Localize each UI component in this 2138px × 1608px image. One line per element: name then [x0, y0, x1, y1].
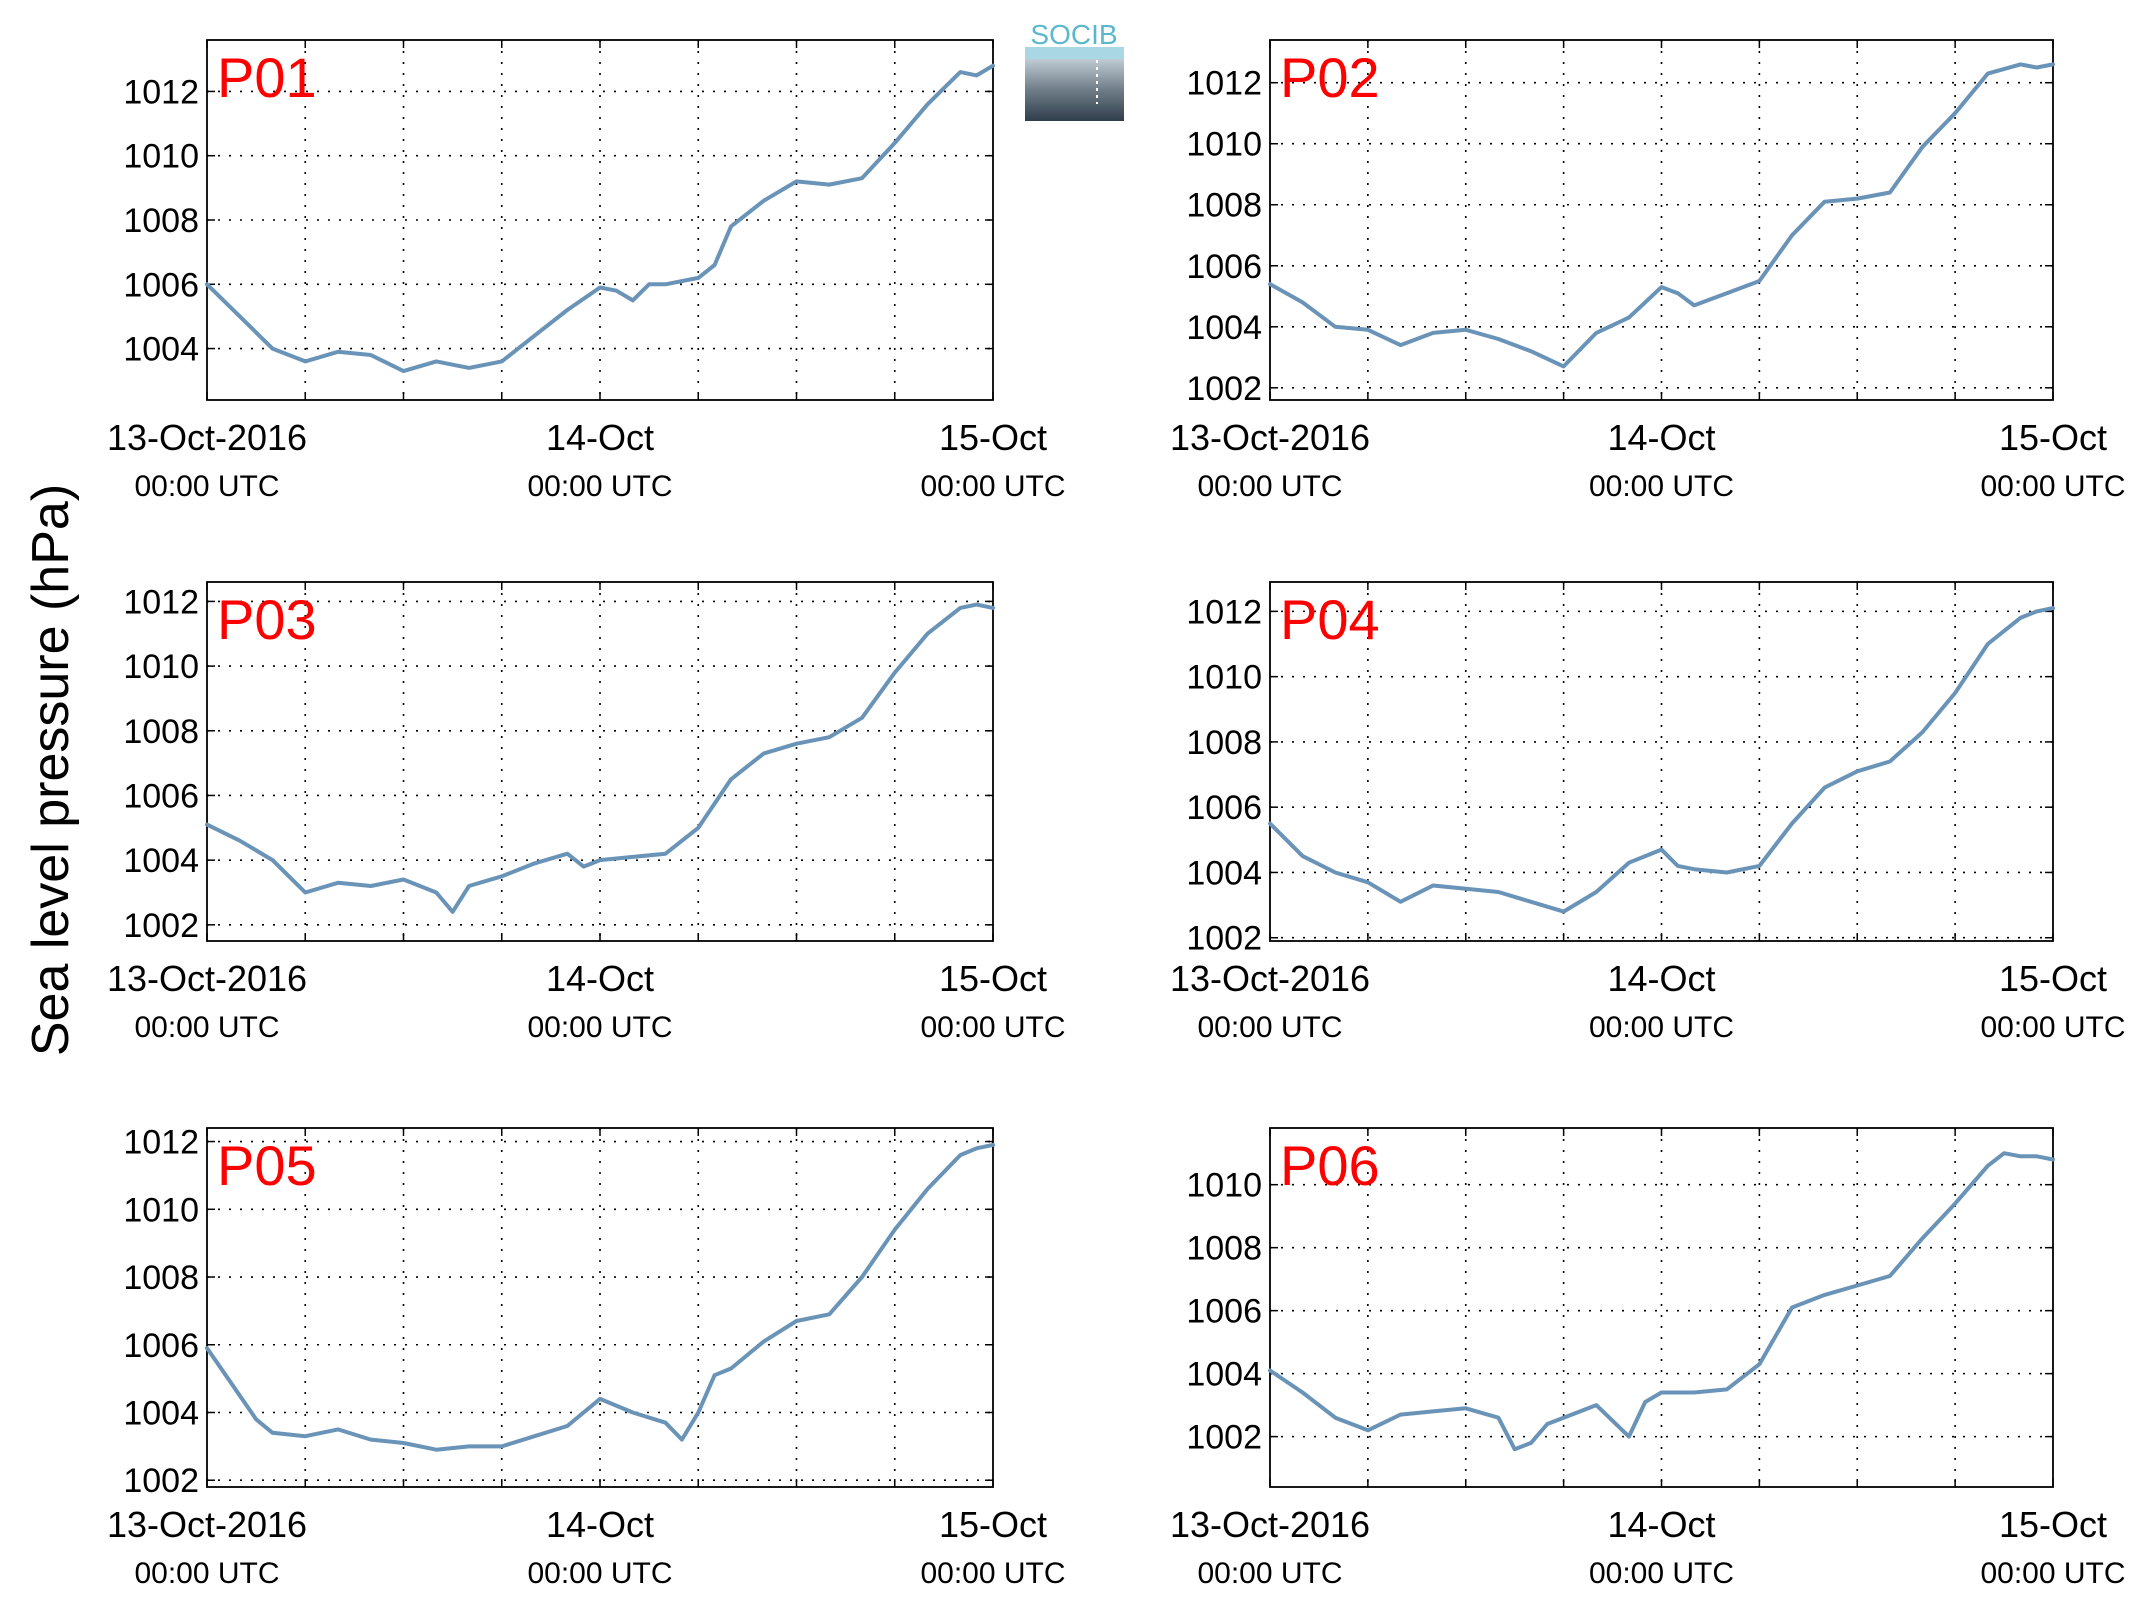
y-tick-label: 1010 [123, 648, 199, 686]
y-tick-label: 1004 [1186, 854, 1262, 892]
plot-frame [1269, 39, 2054, 401]
y-tick-label: 1008 [1186, 1230, 1262, 1268]
series-line [1268, 606, 2055, 914]
y-tick-label: 1006 [1186, 1293, 1262, 1331]
y-tick-label: 1006 [1186, 248, 1262, 286]
x-tick-sublabel: 00:00 UTC [920, 470, 1065, 503]
y-tick-label: 1002 [1186, 920, 1262, 958]
y-tick-label: 1002 [1186, 370, 1262, 408]
panel-label: P04 [1280, 588, 1380, 651]
y-tick-label: 1006 [123, 266, 199, 304]
panel-label: P01 [217, 46, 317, 109]
y-tick-label: 1004 [123, 842, 199, 880]
x-tick-label: 15-Oct [939, 958, 1047, 999]
x-tick-sublabel: 00:00 UTC [134, 1011, 279, 1044]
y-tick-label: 1012 [123, 73, 199, 111]
x-tick-sublabel: 00:00 UTC [1980, 1557, 2125, 1590]
y-tick-label: 1008 [123, 202, 199, 240]
y-tick-label: 1008 [1186, 187, 1262, 225]
y-tick-label: 1002 [123, 1462, 199, 1500]
plot-frame [206, 1127, 994, 1488]
y-tick-label: 1002 [123, 907, 199, 945]
y-tick-label: 1010 [123, 138, 199, 176]
x-tick-label: 15-Oct [939, 1504, 1047, 1545]
x-tick-sublabel: 00:00 UTC [134, 470, 279, 503]
y-tick-label: 1012 [1186, 593, 1262, 631]
x-tick-label: 14-Oct [546, 1504, 654, 1545]
x-tick-label: 13-Oct-2016 [1170, 417, 1370, 458]
chart-panel-6: 1002 1004 1006 1008 1010 13-Oct-2016 00:00 UTC… [1170, 1127, 2126, 1590]
x-tick-label: 15-Oct [1999, 1504, 2107, 1545]
x-tick-label: 14-Oct [546, 958, 654, 999]
y-tick-label: 1010 [1186, 1167, 1262, 1205]
x-tick-label: 13-Oct-2016 [107, 958, 307, 999]
x-tick-label: 13-Oct-2016 [1170, 958, 1370, 999]
y-tick-label: 1010 [1186, 126, 1262, 164]
x-tick-sublabel: 00:00 UTC [527, 1011, 672, 1044]
y-tick-label: 1006 [1186, 789, 1262, 827]
x-tick-label: 14-Oct [1607, 417, 1715, 458]
panel-label: P06 [1280, 1134, 1380, 1197]
y-tick-label: 1012 [123, 1124, 199, 1162]
y-tick-label: 1010 [123, 1191, 199, 1229]
x-tick-sublabel: 00:00 UTC [1980, 1011, 2125, 1044]
y-tick-label: 1008 [123, 713, 199, 751]
y-tick-label: 1002 [1186, 1419, 1262, 1457]
plot-frame [206, 39, 994, 401]
x-tick-label: 15-Oct [939, 417, 1047, 458]
x-tick-sublabel: 00:00 UTC [134, 1557, 279, 1590]
series-line [1268, 62, 2055, 369]
x-tick-label: 15-Oct [1999, 417, 2107, 458]
y-tick-label: 1004 [1186, 309, 1262, 347]
x-tick-label: 14-Oct [1607, 1504, 1715, 1545]
x-tick-label: 13-Oct-2016 [1170, 1504, 1370, 1545]
panel-label: P05 [217, 1134, 317, 1197]
x-tick-sublabel: 00:00 UTC [527, 470, 672, 503]
x-tick-sublabel: 00:00 UTC [1197, 1557, 1342, 1590]
x-tick-label: 14-Oct [546, 417, 654, 458]
x-tick-sublabel: 00:00 UTC [1589, 1557, 1734, 1590]
x-tick-sublabel: 00:00 UTC [1589, 470, 1734, 503]
panel-label: P03 [217, 588, 317, 651]
series-line [205, 63, 995, 374]
socib-logo: SOCIB [1025, 19, 1124, 121]
chart-panel-3: 1002 1004 1006 1008 1010 1012 13-Oct-2016 00:00… [107, 581, 1066, 1044]
x-tick-sublabel: 00:00 UTC [920, 1557, 1065, 1590]
chart-panel-5: 1002 1004 1006 1008 1010 1012 13-Oct-2016 00:00… [107, 1124, 1066, 1590]
chart-panel-1: 1004 1006 1008 1010 1012 13-Oct-2016 00:00 UTC… [107, 39, 1066, 503]
panel-label: P02 [1280, 46, 1380, 109]
x-tick-label: 13-Oct-2016 [107, 417, 307, 458]
series-line [205, 602, 995, 914]
y-tick-label: 1004 [123, 1394, 199, 1432]
chart-panel-2: 1002 1004 1006 1008 1010 1012 13-Oct-2016 00:00… [1170, 39, 2126, 503]
x-tick-label: 15-Oct [1999, 958, 2107, 999]
x-tick-sublabel: 00:00 UTC [920, 1011, 1065, 1044]
x-tick-sublabel: 00:00 UTC [1589, 1011, 1734, 1044]
x-tick-label: 14-Oct [1607, 958, 1715, 999]
series-line [1268, 1151, 2055, 1452]
series-line [205, 1142, 995, 1452]
y-tick-label: 1012 [1186, 65, 1262, 103]
x-tick-sublabel: 00:00 UTC [527, 1557, 672, 1590]
plot-frame [1269, 1127, 2054, 1488]
y-tick-label: 1006 [123, 1327, 199, 1365]
y-tick-label: 1004 [1186, 1356, 1262, 1394]
x-tick-sublabel: 00:00 UTC [1197, 1011, 1342, 1044]
y-tick-label: 1008 [1186, 724, 1262, 762]
plot-frame [206, 581, 994, 942]
logo-text: SOCIB [1030, 19, 1117, 50]
plot-frame [1269, 581, 2054, 942]
chart-panel-4: 1002 1004 1006 1008 1010 1012 13-Oct-2016 00:00… [1170, 581, 2126, 1044]
y-tick-label: 1010 [1186, 659, 1262, 697]
y-tick-label: 1006 [123, 777, 199, 815]
y-tick-label: 1012 [123, 583, 199, 621]
y-axis-label: Sea level pressure (hPa) [22, 484, 80, 1056]
x-tick-label: 13-Oct-2016 [107, 1504, 307, 1545]
x-tick-sublabel: 00:00 UTC [1197, 470, 1342, 503]
y-tick-label: 1008 [123, 1259, 199, 1297]
x-tick-sublabel: 00:00 UTC [1980, 470, 2125, 503]
y-tick-label: 1004 [123, 331, 199, 369]
